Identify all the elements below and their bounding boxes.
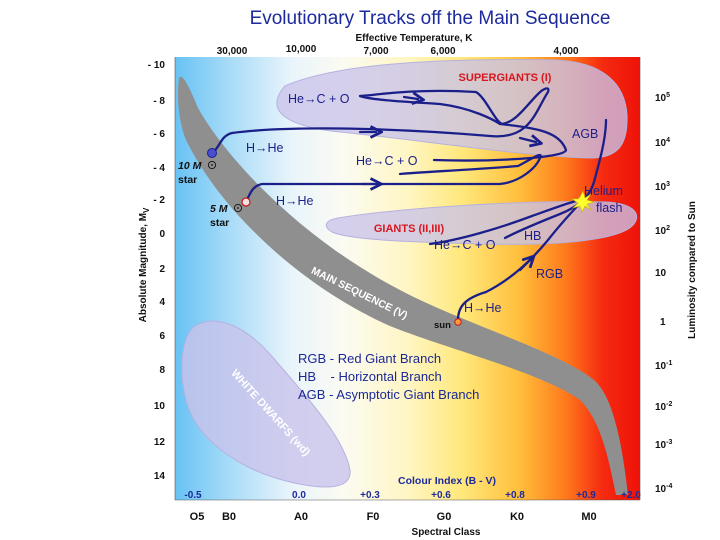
bottom-tick: A0 [294, 511, 308, 523]
right-tick: 10 [655, 268, 667, 279]
left-tick: - 4 [153, 163, 165, 174]
bottom-tick: K0 [510, 511, 524, 523]
bottom-tick: M0 [581, 511, 596, 523]
ten-solar-mass-star: star [178, 174, 197, 186]
white-dwarfs-region [181, 320, 351, 488]
track-5-solar-mass [244, 153, 542, 204]
right-tick: 10-2 [655, 401, 672, 413]
right-tick: 1 [660, 317, 666, 328]
five-solar-mass-text: 5 M [210, 203, 228, 215]
sun-symbol-dot [211, 164, 213, 166]
bottom-tick: F0 [367, 511, 380, 523]
label-he-c-o-mid: He→C + O [356, 154, 418, 168]
left-axis-title: Absolute Magnitude, MV [138, 207, 151, 322]
left-axis-label: Absolute Magnitude, M [138, 213, 149, 322]
right-tick: 102 [655, 225, 670, 237]
chart-title: Evolutionary Tracks off the Main Sequenc… [250, 8, 611, 29]
left-tick: - 8 [153, 96, 165, 107]
label-flash: flash [596, 201, 622, 215]
top-tick: 7,000 [363, 46, 388, 57]
colour-index-tick: +0.6 [431, 490, 451, 501]
ten-solar-mass-text: 10 M [178, 160, 202, 172]
bottom-tick: B0 [222, 511, 236, 523]
right-tick: 10-1 [655, 360, 672, 372]
label-h-he-10: H→He [246, 141, 284, 155]
bottom-tick: G0 [437, 511, 452, 523]
bottom-tick: O5 [190, 511, 205, 523]
colour-index-ticks: -0.5 0.0 +0.3 +0.6 +0.8 +0.9 +2.0 [184, 490, 641, 501]
bottom-axis-label: Spectral Class [412, 527, 481, 538]
sun-symbol-dot [237, 207, 239, 209]
top-axis-label: Effective Temperature, K [355, 33, 473, 44]
left-tick: 0 [159, 229, 165, 240]
label-helium: Helium [584, 184, 623, 198]
right-tick: 104 [655, 137, 670, 149]
label-h-he-5: H→He [276, 194, 314, 208]
colour-index-tick: +2.0 [621, 490, 641, 501]
sun-symbol-icon [233, 203, 243, 213]
left-tick: 10 [154, 401, 166, 412]
label-agb: AGB [572, 127, 598, 141]
supergiants-region [276, 59, 628, 159]
legend-item: RGB - Red Giant Branch [298, 351, 441, 366]
giants-region [325, 201, 638, 245]
right-tick: 10-4 [655, 483, 672, 495]
evolutionary-tracks [207, 87, 608, 326]
left-tick: - 2 [153, 195, 165, 206]
left-tick: 4 [159, 297, 165, 308]
sun-symbol-icon [207, 160, 217, 170]
sun-label: sun [434, 320, 451, 331]
left-tick: 2 [159, 264, 165, 275]
sun-dot [454, 318, 462, 326]
top-tick: 4,000 [553, 46, 578, 57]
left-tick: 12 [154, 437, 166, 448]
label-hb: HB [524, 229, 541, 243]
track-arrow [518, 138, 536, 142]
label-h-he-sun: H→He [464, 301, 502, 315]
right-tick: 105 [655, 92, 670, 104]
right-axis: 105 104 103 102 10 1 10-1 10-2 10-3 10-4… [639, 57, 698, 500]
colour-index-tick: +0.9 [576, 490, 596, 501]
top-axis-ticks: 30,000 10,000 7,000 6,000 4,000 [217, 44, 579, 57]
track-10-solar-mass [210, 87, 568, 162]
top-tick: 6,000 [430, 46, 455, 57]
top-tick: 10,000 [286, 44, 317, 55]
colour-index-tick: -0.5 [184, 490, 202, 501]
right-axis-label: Luminosity compared to Sun [687, 201, 698, 339]
left-tick: 6 [159, 331, 165, 342]
left-tick: - 10 [148, 60, 166, 71]
legend: RGB - Red Giant Branch HB - Horizontal B… [298, 351, 479, 402]
ten-solar-mass-dot [207, 148, 217, 158]
right-tick: 103 [655, 181, 670, 193]
right-tick: 10-3 [655, 439, 672, 451]
colour-index-tick: +0.8 [505, 490, 525, 501]
bottom-axis: O5 B0 A0 F0 G0 K0 M0 Spectral Class [175, 499, 640, 538]
label-he-c-o-top: He→C + O [288, 92, 350, 106]
left-tick: 14 [154, 471, 166, 482]
label-he-c-o-hb: He→C + O [434, 238, 496, 252]
ten-solar-mass-label: 10 M star [178, 160, 217, 186]
legend-item: AGB - Asymptotic Giant Branch [298, 387, 479, 402]
track-arrow [402, 97, 418, 99]
left-tick: 8 [159, 365, 165, 376]
label-rgb: RGB [536, 267, 563, 281]
helium-flash-burst [571, 190, 596, 213]
five-solar-mass-dot [241, 197, 251, 207]
track-sun [428, 199, 583, 322]
left-axis-label-sub: V [142, 207, 151, 213]
colour-index-tick: 0.0 [292, 490, 306, 501]
top-tick: 30,000 [217, 46, 248, 57]
supergiants-label: SUPERGIANTS (I) [459, 72, 552, 84]
track-arrow [518, 260, 530, 272]
legend-item: HB - Horizontal Branch [298, 369, 442, 384]
colour-index-label: Colour Index (B - V) [398, 475, 496, 487]
colour-index-tick: +0.3 [360, 490, 380, 501]
left-tick: - 6 [153, 129, 165, 140]
left-axis: - 10 - 8 - 6 - 4 - 2 0 2 4 6 8 10 12 14 … [138, 57, 176, 500]
giants-label: GIANTS (II,III) [374, 223, 445, 235]
five-solar-mass-star: star [210, 217, 229, 229]
five-solar-mass-label: 5 M star [210, 203, 243, 229]
